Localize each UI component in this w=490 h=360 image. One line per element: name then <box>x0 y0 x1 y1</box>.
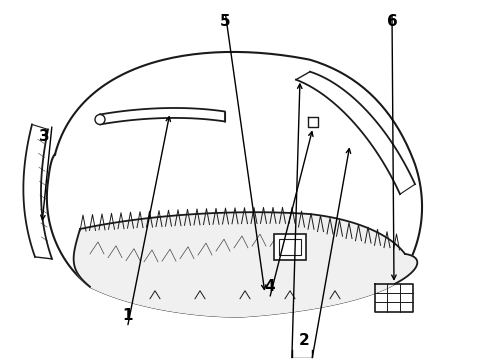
Polygon shape <box>100 108 225 125</box>
Text: 1: 1 <box>122 308 133 323</box>
Bar <box>274 234 306 260</box>
Text: 5: 5 <box>220 14 231 29</box>
Text: 3: 3 <box>39 129 49 144</box>
Bar <box>279 239 301 255</box>
Text: 6: 6 <box>387 14 397 29</box>
Text: 2: 2 <box>298 333 309 348</box>
Polygon shape <box>24 125 52 259</box>
Polygon shape <box>47 52 422 317</box>
Circle shape <box>95 114 105 125</box>
Text: 4: 4 <box>264 279 275 294</box>
Polygon shape <box>296 72 415 194</box>
Polygon shape <box>73 212 417 317</box>
